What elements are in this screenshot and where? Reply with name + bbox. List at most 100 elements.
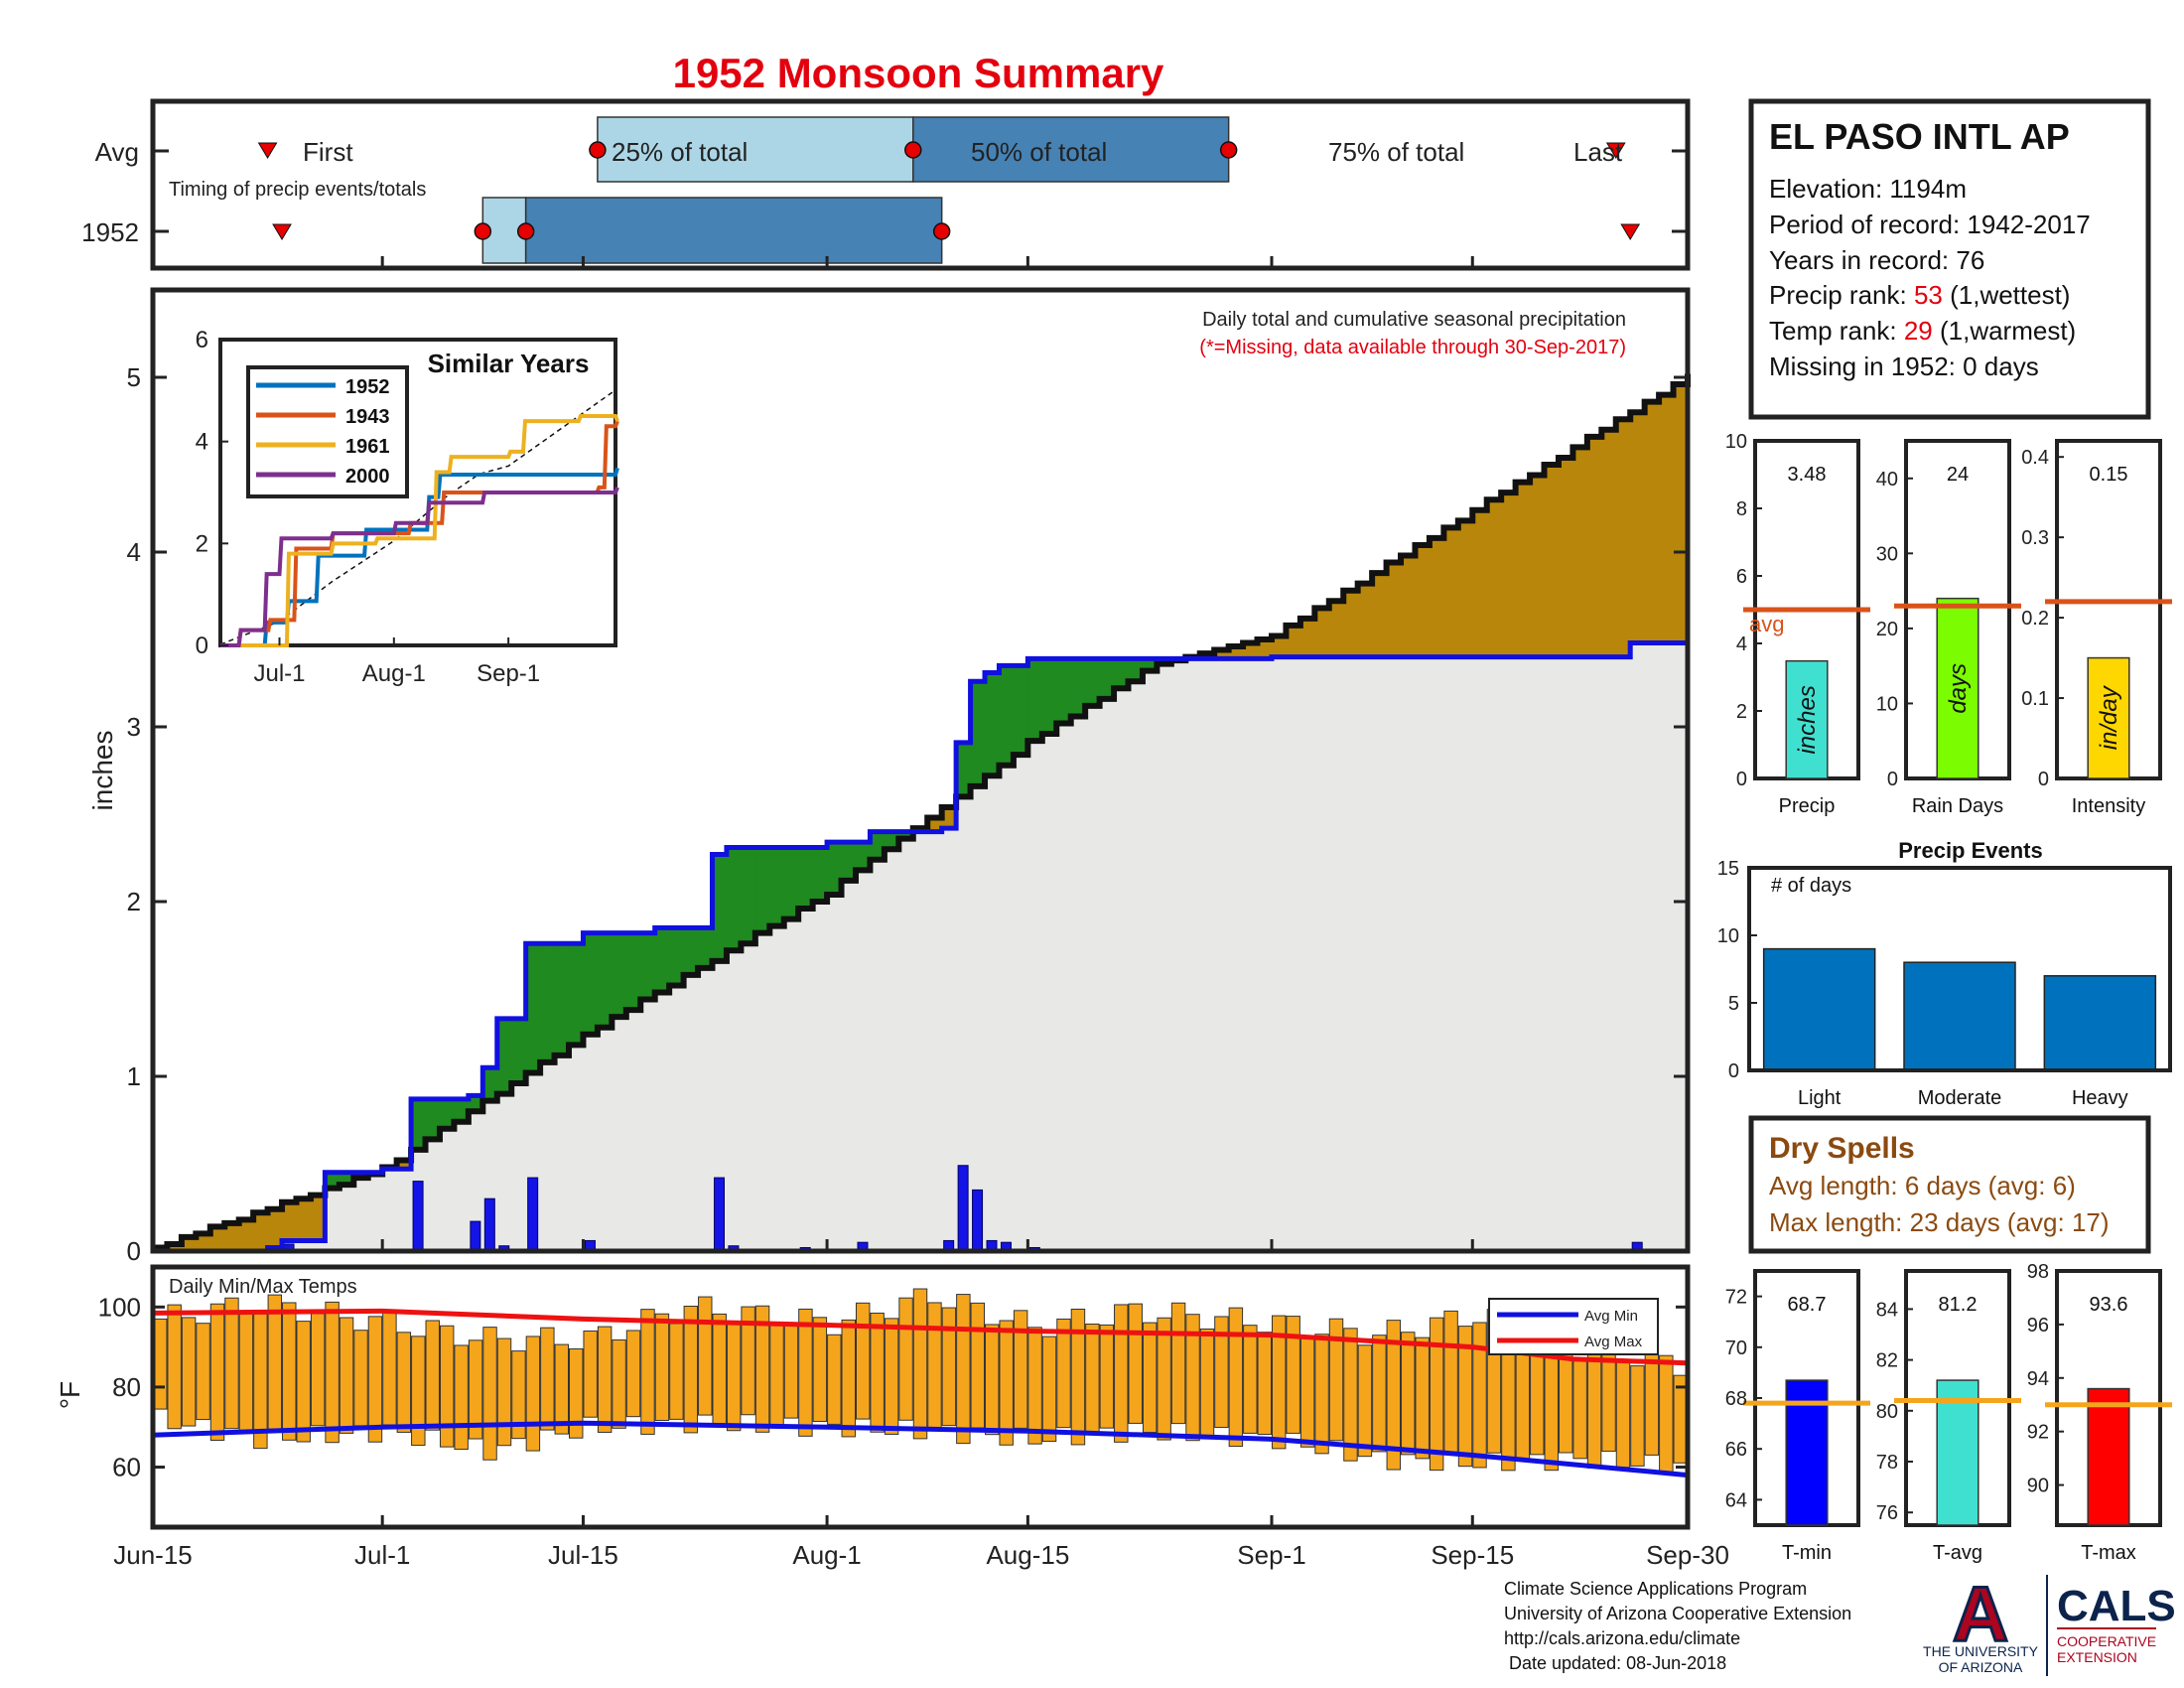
above-average-area [511, 1018, 527, 1084]
ua-line1: THE UNIVERSITY [1923, 1643, 2039, 1659]
timing-row-year: 1952 [81, 217, 139, 247]
daily-temp-range-bar [282, 1302, 297, 1441]
daily-temp-range-bar [554, 1343, 570, 1435]
daily-temp-range-bar [827, 1334, 842, 1425]
daily-temp-range-bar [1644, 1349, 1660, 1456]
below-average-area [1228, 646, 1244, 659]
daily-temp-range-bar [970, 1302, 986, 1429]
above-average-area [482, 1067, 498, 1101]
below-average-area [1328, 601, 1344, 657]
date-tick-label: Jun-15 [113, 1540, 193, 1570]
daily-temp-range-bar [1357, 1344, 1373, 1458]
daily-temp-range-bar [683, 1305, 699, 1434]
inset-y-tick-label: 0 [196, 633, 208, 659]
daily-precip-bar [470, 1220, 481, 1252]
above-average-area [898, 831, 914, 839]
s1-y-tick-label: 10 [1876, 693, 1898, 715]
t-1-y-tick-label: 78 [1876, 1452, 1898, 1474]
s1-y-tick-label: 0 [1887, 769, 1898, 790]
t-1-y-tick-label: 76 [1876, 1502, 1898, 1524]
station-info-box: EL PASO INTL AP Elevation: 1194m Period … [1748, 98, 2151, 420]
daily-temp-range-bar [1099, 1324, 1115, 1429]
daily-temp-range-bar [1343, 1328, 1358, 1462]
temperature-plot: 60 80 100 °F Daily Min/Max Temps Avg Min A… [55, 1264, 1691, 1530]
temperature-marks [152, 1288, 1689, 1478]
daily-temp-range-bar [985, 1324, 1000, 1436]
s1-y-tick-label: 20 [1876, 619, 1898, 640]
daily-temp-range-bar [1013, 1310, 1028, 1429]
s2-bar-text: in/day [2096, 684, 2122, 750]
daily-temp-range-bar [841, 1319, 856, 1438]
precip-events-category: Light [1798, 1087, 1842, 1109]
below-average-area [1673, 384, 1689, 643]
daily-temp-range-bar [1257, 1332, 1272, 1436]
precip-events-category: Moderate [1918, 1087, 2002, 1109]
above-average-area [1027, 658, 1043, 742]
daily-temp-range-bar [898, 1297, 913, 1421]
above-average-area [970, 681, 986, 786]
above-average-area [956, 742, 972, 797]
below-average-area [1299, 618, 1315, 657]
t-1-value: 81.2 [1939, 1294, 1978, 1316]
below-average-area [1515, 482, 1531, 657]
above-average-area [339, 1172, 354, 1186]
daily-temp-range-bar [927, 1302, 942, 1431]
daily-temp-range-bar [1386, 1320, 1402, 1471]
s1-bar [1936, 597, 1979, 779]
below-average-area [396, 1160, 412, 1170]
above-average-area [1114, 658, 1130, 689]
daily-temp-range-bar [712, 1313, 727, 1427]
daily-temp-range-bar [1085, 1324, 1100, 1433]
t-2-y-tick-label: 94 [2027, 1368, 2049, 1390]
above-average-area [612, 932, 627, 1018]
daily-temp-range-bar [411, 1336, 426, 1447]
below-average-area [1343, 590, 1359, 657]
above-average-area [698, 927, 713, 968]
year-p50-marker [516, 222, 535, 240]
above-average-area [540, 943, 556, 1062]
timing-label-75: 75% of total [1328, 137, 1464, 167]
above-average-area [798, 847, 814, 910]
above-average-area [855, 842, 871, 871]
daily-temp-range-bar [1170, 1302, 1186, 1425]
date-tick-label: Sep-1 [1237, 1540, 1305, 1570]
figure-title: 1952 Monsoon Summary [673, 50, 1164, 96]
daily-temp-range-bar [1243, 1325, 1258, 1434]
precip-events-bar [1903, 961, 2016, 1071]
daily-temp-range-bar [468, 1339, 483, 1440]
below-average-area [1386, 562, 1402, 657]
s0-y-tick-label: 10 [1725, 431, 1747, 453]
above-average-area [754, 847, 770, 933]
cals-line2: EXTENSION [2057, 1649, 2137, 1665]
cals-line1: COOPERATIVE [2057, 1633, 2156, 1649]
similar-years-lines [219, 389, 619, 647]
station-temp-rank: Temp rank: 29 (1,warmest) [1769, 316, 2076, 346]
below-average-area [1659, 394, 1675, 643]
below-average-area [1271, 635, 1287, 657]
above-average-area [769, 847, 785, 926]
daily-temp-range-bar [1515, 1339, 1531, 1461]
year-first-marker [272, 223, 292, 240]
avg-first-marker [257, 142, 278, 159]
main-y-tick-label: 4 [127, 537, 141, 567]
s0-y-tick-label: 8 [1736, 498, 1747, 520]
daily-temp-range-bar [224, 1297, 239, 1430]
daily-temp-range-bar [912, 1288, 928, 1440]
daily-temp-range-bar [726, 1322, 742, 1432]
below-average-area [296, 1198, 312, 1241]
daily-temp-range-bar [1070, 1308, 1086, 1446]
university-of-arizona-logo: A THE UNIVERSITY OF ARIZONA [1923, 1569, 2039, 1676]
similar-years-ticks: 0 2 4 6 Jul-1 Aug-1 Sep-1 [196, 327, 541, 687]
daily-temp-range-bar [511, 1350, 526, 1440]
temp-y-tick-label: 60 [112, 1453, 141, 1482]
below-average-area [1558, 457, 1573, 657]
daily-temp-range-bar [884, 1318, 899, 1435]
precip-events-panel: Precip Events Light Moderate Heavy 0 5 10 15 #… [1717, 838, 2172, 1109]
above-average-area [468, 1095, 483, 1112]
daily-temp-range-bar [540, 1327, 555, 1431]
t-0-y-tick-label: 66 [1725, 1439, 1747, 1461]
daily-temp-range-bar [698, 1296, 713, 1416]
daily-temp-range-bar [783, 1324, 799, 1419]
timing-bars [257, 116, 1641, 264]
daily-precip-bar [412, 1181, 424, 1252]
